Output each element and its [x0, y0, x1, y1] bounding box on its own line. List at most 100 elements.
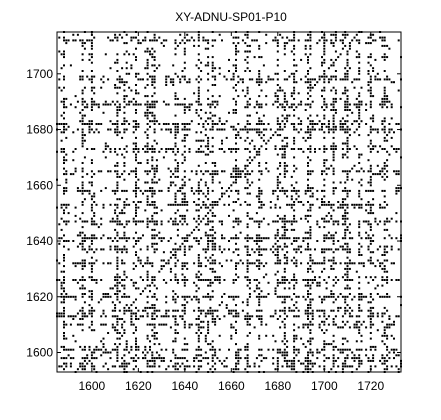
data-point — [174, 220, 177, 223]
data-point — [176, 170, 179, 173]
data-point — [283, 267, 286, 270]
data-point — [67, 203, 70, 206]
data-point — [237, 134, 240, 137]
data-point — [341, 223, 344, 226]
data-point — [137, 318, 140, 320]
data-point — [195, 150, 198, 153]
data-point — [246, 248, 249, 251]
data-point — [118, 106, 121, 109]
data-point — [265, 357, 268, 360]
data-point — [183, 323, 186, 326]
data-point — [116, 279, 119, 281]
data-point — [149, 203, 151, 206]
data-point — [323, 267, 326, 270]
data-point — [339, 120, 342, 123]
data-point — [341, 33, 344, 36]
data-point — [221, 123, 223, 125]
data-point — [235, 170, 237, 173]
data-point — [274, 273, 277, 276]
data-point — [376, 78, 379, 81]
data-point — [332, 103, 335, 106]
data-point — [90, 315, 93, 318]
data-point — [207, 242, 210, 245]
data-point — [162, 265, 165, 268]
data-point — [381, 106, 384, 109]
data-point — [372, 70, 375, 72]
data-point — [123, 201, 126, 203]
data-point — [307, 92, 309, 95]
data-point — [146, 259, 149, 262]
data-point — [235, 312, 237, 315]
data-point — [90, 75, 93, 78]
data-point — [244, 50, 247, 53]
data-point — [302, 240, 305, 242]
data-point — [283, 309, 286, 312]
data-point — [174, 273, 177, 276]
data-point — [307, 290, 309, 293]
data-point — [197, 95, 200, 98]
data-point — [260, 203, 263, 206]
data-point — [283, 170, 286, 173]
data-point — [207, 153, 210, 156]
data-point — [267, 223, 270, 226]
data-point — [207, 78, 210, 81]
data-point — [260, 192, 263, 195]
data-point — [186, 348, 189, 351]
data-point — [60, 150, 63, 153]
y-tick-label: 1620 — [26, 290, 53, 304]
data-point — [130, 170, 133, 173]
data-point — [174, 39, 177, 42]
data-point — [114, 150, 117, 153]
data-point — [76, 189, 79, 192]
data-point — [195, 348, 198, 351]
data-point — [235, 47, 237, 50]
data-point — [151, 81, 154, 84]
data-point — [237, 254, 240, 256]
data-point — [244, 357, 247, 360]
x-tick-label: 1620 — [125, 379, 152, 393]
data-point — [365, 42, 368, 45]
data-point — [355, 203, 358, 206]
data-point — [83, 237, 86, 240]
data-point — [197, 100, 200, 103]
data-point — [169, 217, 172, 220]
data-point — [125, 240, 128, 242]
data-point — [230, 259, 233, 262]
data-point — [79, 120, 82, 123]
data-point — [248, 50, 251, 53]
data-point — [116, 240, 119, 242]
data-point — [144, 67, 147, 70]
data-point — [355, 120, 358, 123]
data-point — [279, 259, 282, 262]
data-point — [351, 315, 354, 318]
data-point — [183, 203, 186, 206]
data-point — [81, 109, 84, 111]
data-point — [274, 242, 277, 245]
data-point — [90, 320, 93, 323]
data-point — [332, 251, 335, 254]
data-point — [246, 128, 249, 131]
data-point — [116, 106, 119, 109]
data-point — [383, 265, 386, 268]
data-point — [176, 175, 179, 178]
data-point — [74, 295, 77, 298]
data-point — [132, 323, 135, 326]
data-point — [244, 368, 247, 371]
data-point — [369, 223, 372, 226]
data-point — [388, 351, 391, 354]
data-point — [307, 306, 309, 309]
data-point — [149, 365, 151, 368]
data-point — [165, 315, 168, 318]
data-point — [207, 47, 210, 50]
data-point — [272, 134, 275, 137]
data-point — [348, 128, 351, 131]
data-point — [183, 365, 186, 368]
data-point — [128, 295, 131, 298]
data-point — [223, 359, 226, 362]
data-point — [200, 139, 203, 142]
data-point — [318, 326, 321, 329]
data-point — [334, 148, 337, 150]
data-point — [260, 323, 263, 326]
data-point — [118, 337, 121, 340]
data-point — [83, 134, 86, 137]
